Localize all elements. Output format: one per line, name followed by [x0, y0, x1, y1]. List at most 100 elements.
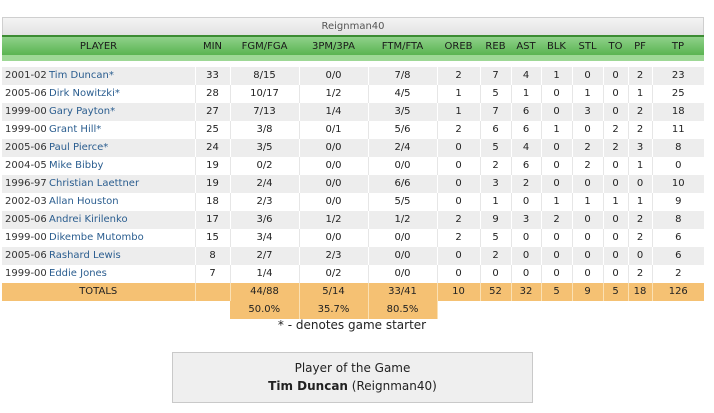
stat-pf: 3 — [628, 139, 653, 157]
player-row: 1999-00 Dikembe Mutombo 15 3/4 0/0 0/0 2 5 0 0 0 0 2… — [2, 229, 704, 247]
potg-line: Tim Duncan (Reignman40) — [173, 379, 532, 393]
player-name-link[interactable]: Gary Payton* — [49, 106, 116, 117]
stat-to: 0 — [603, 67, 629, 85]
stat-to: 0 — [603, 103, 629, 121]
potg-title: Player of the Game — [294, 361, 411, 375]
stat-tp3: 0/0 — [299, 229, 369, 247]
player-season: 1999-00 — [5, 106, 47, 117]
stat-min: 27 — [195, 103, 231, 121]
stat-tp3: 0/0 — [299, 139, 369, 157]
player-cell: 2005-06 Dirk Nowitzki* — [2, 85, 196, 103]
stat-fg: 8/15 — [230, 67, 300, 85]
stat-min: 15 — [195, 229, 231, 247]
stat-tp: 0 — [652, 157, 704, 175]
stat-oreb: 2 — [437, 121, 481, 139]
stat-tp: 11 — [652, 121, 704, 139]
stat-to: 0 — [603, 247, 629, 265]
ft-pct: 80.5% — [368, 301, 438, 319]
player-name-link[interactable]: Andrei Kirilenko — [49, 214, 128, 225]
stat-ast: 1 — [511, 85, 542, 103]
stat-ast: 6 — [511, 103, 542, 121]
stat-fg: 10/17 — [230, 85, 300, 103]
player-cell: 1999-00 Gary Payton* — [2, 103, 196, 121]
player-name-link[interactable]: Paul Pierce* — [49, 142, 109, 153]
stat-to: 0 — [603, 265, 629, 283]
stat-oreb: 2 — [437, 211, 481, 229]
stat-ast: 4 — [511, 67, 542, 85]
stat-fg: 7/13 — [230, 103, 300, 121]
stat-tp: 6 — [652, 229, 704, 247]
totals-row: TOTALS 44/88 5/14 33/41 10 52 32 5 9 5 1… — [2, 283, 704, 301]
stat-ft: 1/2 — [368, 211, 438, 229]
player-name-link[interactable]: Christian Laettner — [49, 178, 140, 189]
player-row: 2001-02 Tim Duncan* 33 8/15 0/0 7/8 2 7 4 1 0 0 2 23 — [2, 67, 704, 85]
3p-pct: 35.7% — [299, 301, 369, 319]
col-header-stl: STL — [572, 35, 603, 61]
stat-ft: 3/5 — [368, 103, 438, 121]
stat-fg: 3/6 — [230, 211, 300, 229]
stat-stl: 0 — [572, 67, 604, 85]
stat-pf: 0 — [628, 247, 653, 265]
player-of-game-box: Player of the Game Tim Duncan (Reignman4… — [172, 352, 533, 403]
player-name-link[interactable]: Grant Hill* — [49, 124, 102, 135]
stat-fg: 0/2 — [230, 157, 300, 175]
player-name-link[interactable]: Allan Houston — [49, 196, 119, 207]
player-name-link[interactable]: Rashard Lewis — [49, 250, 121, 261]
player-cell: 2002-03 Allan Houston — [2, 193, 196, 211]
stat-ft: 5/5 — [368, 193, 438, 211]
player-name-link[interactable]: Eddie Jones — [49, 268, 107, 279]
player-name-link[interactable]: Dirk Nowitzki* — [49, 88, 120, 99]
player-season: 2005-06 — [5, 142, 47, 153]
stat-min: 19 — [195, 175, 231, 193]
stat-ast: 6 — [511, 157, 542, 175]
player-row: 2005-06 Andrei Kirilenko 17 3/6 1/2 1/2 2 9 3 2 0 0… — [2, 211, 704, 229]
stat-blk: 2 — [541, 211, 573, 229]
stat-oreb: 0 — [437, 247, 481, 265]
stat-ft: 7/8 — [368, 67, 438, 85]
stat-tp: 10 — [652, 175, 704, 193]
player-row: 1999-00 Grant Hill* 25 3/8 0/1 5/6 2 6 6 1 0 2 2 11 — [2, 121, 704, 139]
player-season: 2005-06 — [5, 88, 47, 99]
stat-blk: 0 — [541, 175, 573, 193]
stat-tp3: 1/2 — [299, 85, 369, 103]
totals-tp: 126 — [652, 283, 704, 301]
stat-ast: 3 — [511, 211, 542, 229]
col-header-player: PLAYER — [2, 35, 195, 61]
potg-team: (Reignman40) — [351, 379, 437, 393]
col-header-blk: BLK — [541, 35, 572, 61]
percentages-row: 50.0% 35.7% 80.5% — [2, 301, 704, 319]
stat-ft: 2/4 — [368, 139, 438, 157]
stat-to: 0 — [603, 157, 629, 175]
totals-oreb: 10 — [437, 283, 481, 301]
stat-min: 18 — [195, 193, 231, 211]
stat-stl: 0 — [572, 175, 604, 193]
box-score-table: PLAYER MIN FGM/FGA 3PM/3PA FTM/FTA OREB … — [2, 35, 704, 319]
totals-reb: 52 — [480, 283, 512, 301]
stat-ast: 4 — [511, 139, 542, 157]
col-header-to: TO — [603, 35, 628, 61]
stat-blk: 1 — [541, 121, 573, 139]
stat-stl: 0 — [572, 265, 604, 283]
player-row: 2005-06 Paul Pierce* 24 3/5 0/0 2/4 0 5 4 0 2 2 3 8 — [2, 139, 704, 157]
stat-min: 24 — [195, 139, 231, 157]
player-row: 1996-97 Christian Laettner 19 2/4 0/0 6/6 0 3 2 0… — [2, 175, 704, 193]
stat-ft: 0/0 — [368, 247, 438, 265]
player-row: 2002-03 Allan Houston 18 2/3 0/0 5/5 0 1 0 1 1 1 1 9 — [2, 193, 704, 211]
potg-player-name: Tim Duncan — [268, 379, 348, 393]
player-row: 1999-00 Gary Payton* 27 7/13 1/4 3/5 1 7 6 0 3 0 2 18 — [2, 103, 704, 121]
player-name-link[interactable]: Dikembe Mutombo — [49, 232, 144, 243]
player-name-link[interactable]: Tim Duncan* — [49, 70, 114, 81]
player-season: 2005-06 — [5, 250, 47, 261]
stat-tp3: 0/0 — [299, 193, 369, 211]
stat-oreb: 2 — [437, 67, 481, 85]
col-header-ast: AST — [511, 35, 541, 61]
player-name-link[interactable]: Mike Bibby — [49, 160, 104, 171]
stat-min: 25 — [195, 121, 231, 139]
player-row: 2004-05 Mike Bibby 19 0/2 0/0 0/0 0 2 6 0 2 0 1 0 — [2, 157, 704, 175]
player-season: 1996-97 — [5, 178, 47, 189]
stat-ft: 0/0 — [368, 157, 438, 175]
player-cell: 1999-00 Dikembe Mutombo — [2, 229, 196, 247]
stat-reb: 0 — [480, 265, 512, 283]
stat-reb: 1 — [480, 193, 512, 211]
stat-min: 19 — [195, 157, 231, 175]
